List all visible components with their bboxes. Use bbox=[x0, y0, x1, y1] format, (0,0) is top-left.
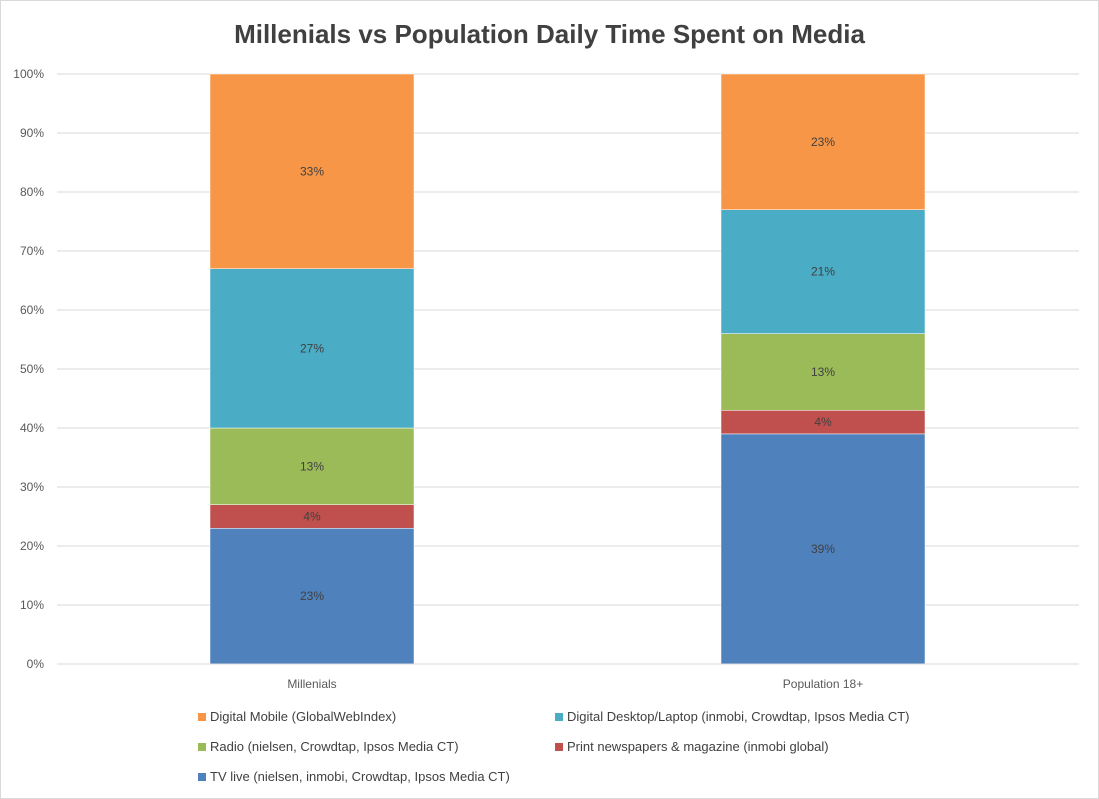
y-tick-label: 0% bbox=[27, 657, 45, 671]
y-tick-label: 30% bbox=[20, 480, 44, 494]
data-label: 13% bbox=[300, 459, 324, 473]
legend-item: TV live (nielsen, inmobi, Crowdtap, Ipso… bbox=[198, 768, 510, 786]
legend-swatch bbox=[555, 713, 563, 721]
y-tick-label: 20% bbox=[20, 539, 44, 553]
legend-label: Print newspapers & magazine (inmobi glob… bbox=[567, 739, 829, 754]
data-label: 21% bbox=[811, 265, 835, 279]
legend-swatch bbox=[555, 743, 563, 751]
y-tick-label: 10% bbox=[20, 598, 44, 612]
y-tick-label: 50% bbox=[20, 362, 44, 376]
legend-label: Radio (nielsen, Crowdtap, Ipsos Media CT… bbox=[210, 739, 459, 754]
legend-item: Print newspapers & magazine (inmobi glob… bbox=[555, 738, 829, 756]
y-tick-label: 60% bbox=[20, 303, 44, 317]
y-tick-label: 40% bbox=[20, 421, 44, 435]
bar-segment bbox=[209, 268, 415, 429]
bar-segment bbox=[209, 73, 415, 269]
chart-plot-area: 0% 10% 20% 30% 40% 50% 60% 70% 80% 90% 100% 23% 4% 13… bbox=[13, 67, 1079, 691]
bar-segment bbox=[720, 433, 926, 665]
data-label: 23% bbox=[300, 589, 324, 603]
legend-label: Digital Mobile (GlobalWebIndex) bbox=[210, 709, 397, 724]
legend-label: TV live (nielsen, inmobi, Crowdtap, Ipso… bbox=[210, 769, 510, 784]
legend-item: Digital Desktop/Laptop (inmobi, Crowdtap… bbox=[555, 708, 909, 726]
y-tick-label: 100% bbox=[13, 67, 44, 81]
data-label: 27% bbox=[300, 341, 324, 355]
bar-segment bbox=[720, 73, 926, 210]
legend-swatch bbox=[198, 773, 206, 781]
legend-label: Digital Desktop/Laptop (inmobi, Crowdtap… bbox=[567, 709, 910, 724]
y-tick-label: 80% bbox=[20, 185, 44, 199]
data-label: 4% bbox=[303, 510, 321, 524]
x-tick-label: Millenials bbox=[287, 677, 336, 691]
x-tick-label: Population 18+ bbox=[783, 677, 863, 691]
data-label: 13% bbox=[811, 365, 835, 379]
data-label: 33% bbox=[300, 164, 324, 178]
bar-segment bbox=[209, 528, 415, 665]
data-label: 4% bbox=[814, 415, 832, 429]
bar-segment bbox=[720, 333, 926, 411]
data-label: 23% bbox=[811, 135, 835, 149]
y-tick-label: 90% bbox=[20, 126, 44, 140]
legend-item: Digital Mobile (GlobalWebIndex) bbox=[198, 708, 396, 726]
legend-item: Radio (nielsen, Crowdtap, Ipsos Media CT… bbox=[198, 738, 459, 756]
legend-swatch bbox=[198, 713, 206, 721]
data-label: 39% bbox=[811, 542, 835, 556]
y-tick-label: 70% bbox=[20, 244, 44, 258]
bar-segment bbox=[209, 427, 415, 505]
chart-title: Millenials vs Population Daily Time Spen… bbox=[234, 19, 865, 49]
legend-swatch bbox=[198, 743, 206, 751]
bar-segment bbox=[720, 209, 926, 334]
